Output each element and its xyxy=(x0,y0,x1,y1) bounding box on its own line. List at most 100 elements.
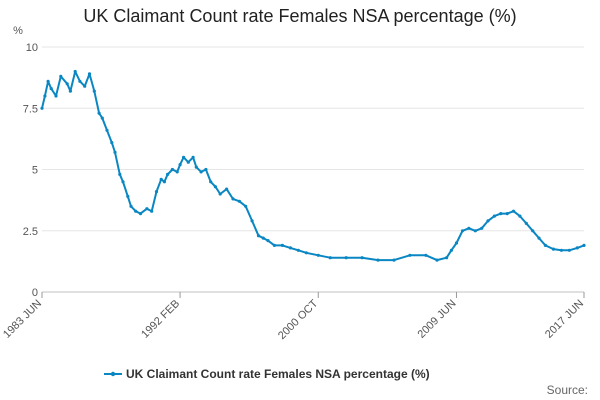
y-axis-unit: % xyxy=(13,25,23,37)
data-point xyxy=(435,258,439,262)
data-point xyxy=(296,248,300,252)
data-point xyxy=(162,180,166,184)
data-point xyxy=(376,258,380,262)
data-point xyxy=(138,212,143,216)
data-point xyxy=(73,69,77,74)
data-point xyxy=(204,167,208,172)
data-point xyxy=(154,190,159,194)
data-point xyxy=(531,229,535,233)
data-point xyxy=(524,221,528,225)
legend-label[interactable]: UK Claimant Count rate Females NSA perce… xyxy=(126,367,430,381)
data-point xyxy=(518,214,522,218)
data-point xyxy=(225,187,229,191)
x-tick-label: 1983 JUN xyxy=(1,298,44,341)
data-point xyxy=(551,247,556,251)
data-point xyxy=(567,248,571,252)
data-point xyxy=(43,94,47,98)
y-tick-label: 10 xyxy=(26,42,38,54)
y-tick-label: 5 xyxy=(32,165,38,177)
source-label: Source: xyxy=(547,383,588,397)
data-point xyxy=(100,116,104,120)
series-layer xyxy=(40,69,586,262)
data-point xyxy=(543,243,548,247)
data-point xyxy=(505,212,509,216)
data-point xyxy=(480,226,484,230)
data-point xyxy=(194,165,198,169)
data-point xyxy=(244,204,248,208)
data-point xyxy=(191,155,195,159)
data-point xyxy=(492,214,496,218)
y-tick-label: 2.5 xyxy=(23,226,38,238)
data-point xyxy=(218,192,222,196)
data-point xyxy=(231,197,235,201)
data-point xyxy=(159,177,163,181)
data-point xyxy=(199,170,203,174)
data-point xyxy=(424,253,428,257)
data-point xyxy=(170,167,174,172)
y-tick-label: 0 xyxy=(32,287,38,299)
x-tick-label: 2000 OCT xyxy=(276,297,321,342)
data-point xyxy=(467,226,471,230)
legend[interactable]: UK Claimant Count rate Females NSA perce… xyxy=(104,367,430,381)
data-point xyxy=(280,243,284,247)
data-point xyxy=(182,155,186,159)
x-tick-label: 2017 JUN xyxy=(543,298,586,341)
data-point xyxy=(59,74,63,78)
data-point xyxy=(237,199,241,203)
data-point xyxy=(175,170,179,174)
data-point xyxy=(134,209,138,213)
data-point xyxy=(360,256,364,260)
grid-lines xyxy=(42,46,584,293)
data-point xyxy=(83,84,87,88)
data-point xyxy=(49,87,53,91)
data-point xyxy=(213,185,217,189)
x-tick-label: 1992 FEB xyxy=(139,298,182,341)
data-point xyxy=(118,172,122,176)
data-point xyxy=(344,256,348,260)
data-point xyxy=(559,248,564,252)
data-point xyxy=(87,72,92,76)
data-point xyxy=(68,89,72,93)
data-point xyxy=(54,94,58,98)
data-point xyxy=(304,251,308,255)
data-point xyxy=(40,106,44,110)
data-point xyxy=(256,234,261,238)
data-point xyxy=(473,229,477,233)
data-point xyxy=(261,236,265,240)
data-point xyxy=(97,111,101,115)
data-point xyxy=(186,160,190,164)
data-point xyxy=(110,141,114,145)
data-point xyxy=(445,256,449,260)
data-point xyxy=(392,258,396,262)
data-point xyxy=(511,209,516,213)
data-point xyxy=(46,79,50,83)
data-point xyxy=(454,241,459,245)
data-point xyxy=(288,246,292,250)
series-line xyxy=(41,70,585,262)
data-point xyxy=(166,172,170,176)
legend-marker xyxy=(110,371,116,377)
data-point xyxy=(121,180,125,184)
data-point xyxy=(105,128,109,132)
data-point xyxy=(408,253,412,257)
data-point xyxy=(178,163,182,167)
data-point xyxy=(266,239,270,243)
data-point xyxy=(316,253,320,257)
data-point xyxy=(328,256,332,260)
data-point xyxy=(78,79,82,83)
y-tick-label: 7.5 xyxy=(23,103,38,115)
data-point xyxy=(582,243,586,247)
chart-title: UK Claimant Count rate Females NSA perce… xyxy=(83,6,517,26)
data-point xyxy=(65,82,69,86)
data-point xyxy=(272,243,276,247)
data-point xyxy=(499,212,503,216)
data-point xyxy=(92,89,96,93)
data-point xyxy=(250,219,254,223)
data-point xyxy=(150,209,154,213)
data-point xyxy=(129,204,133,208)
data-point xyxy=(537,236,541,240)
data-point xyxy=(126,194,130,198)
data-point xyxy=(113,150,117,154)
data-point xyxy=(209,180,213,184)
